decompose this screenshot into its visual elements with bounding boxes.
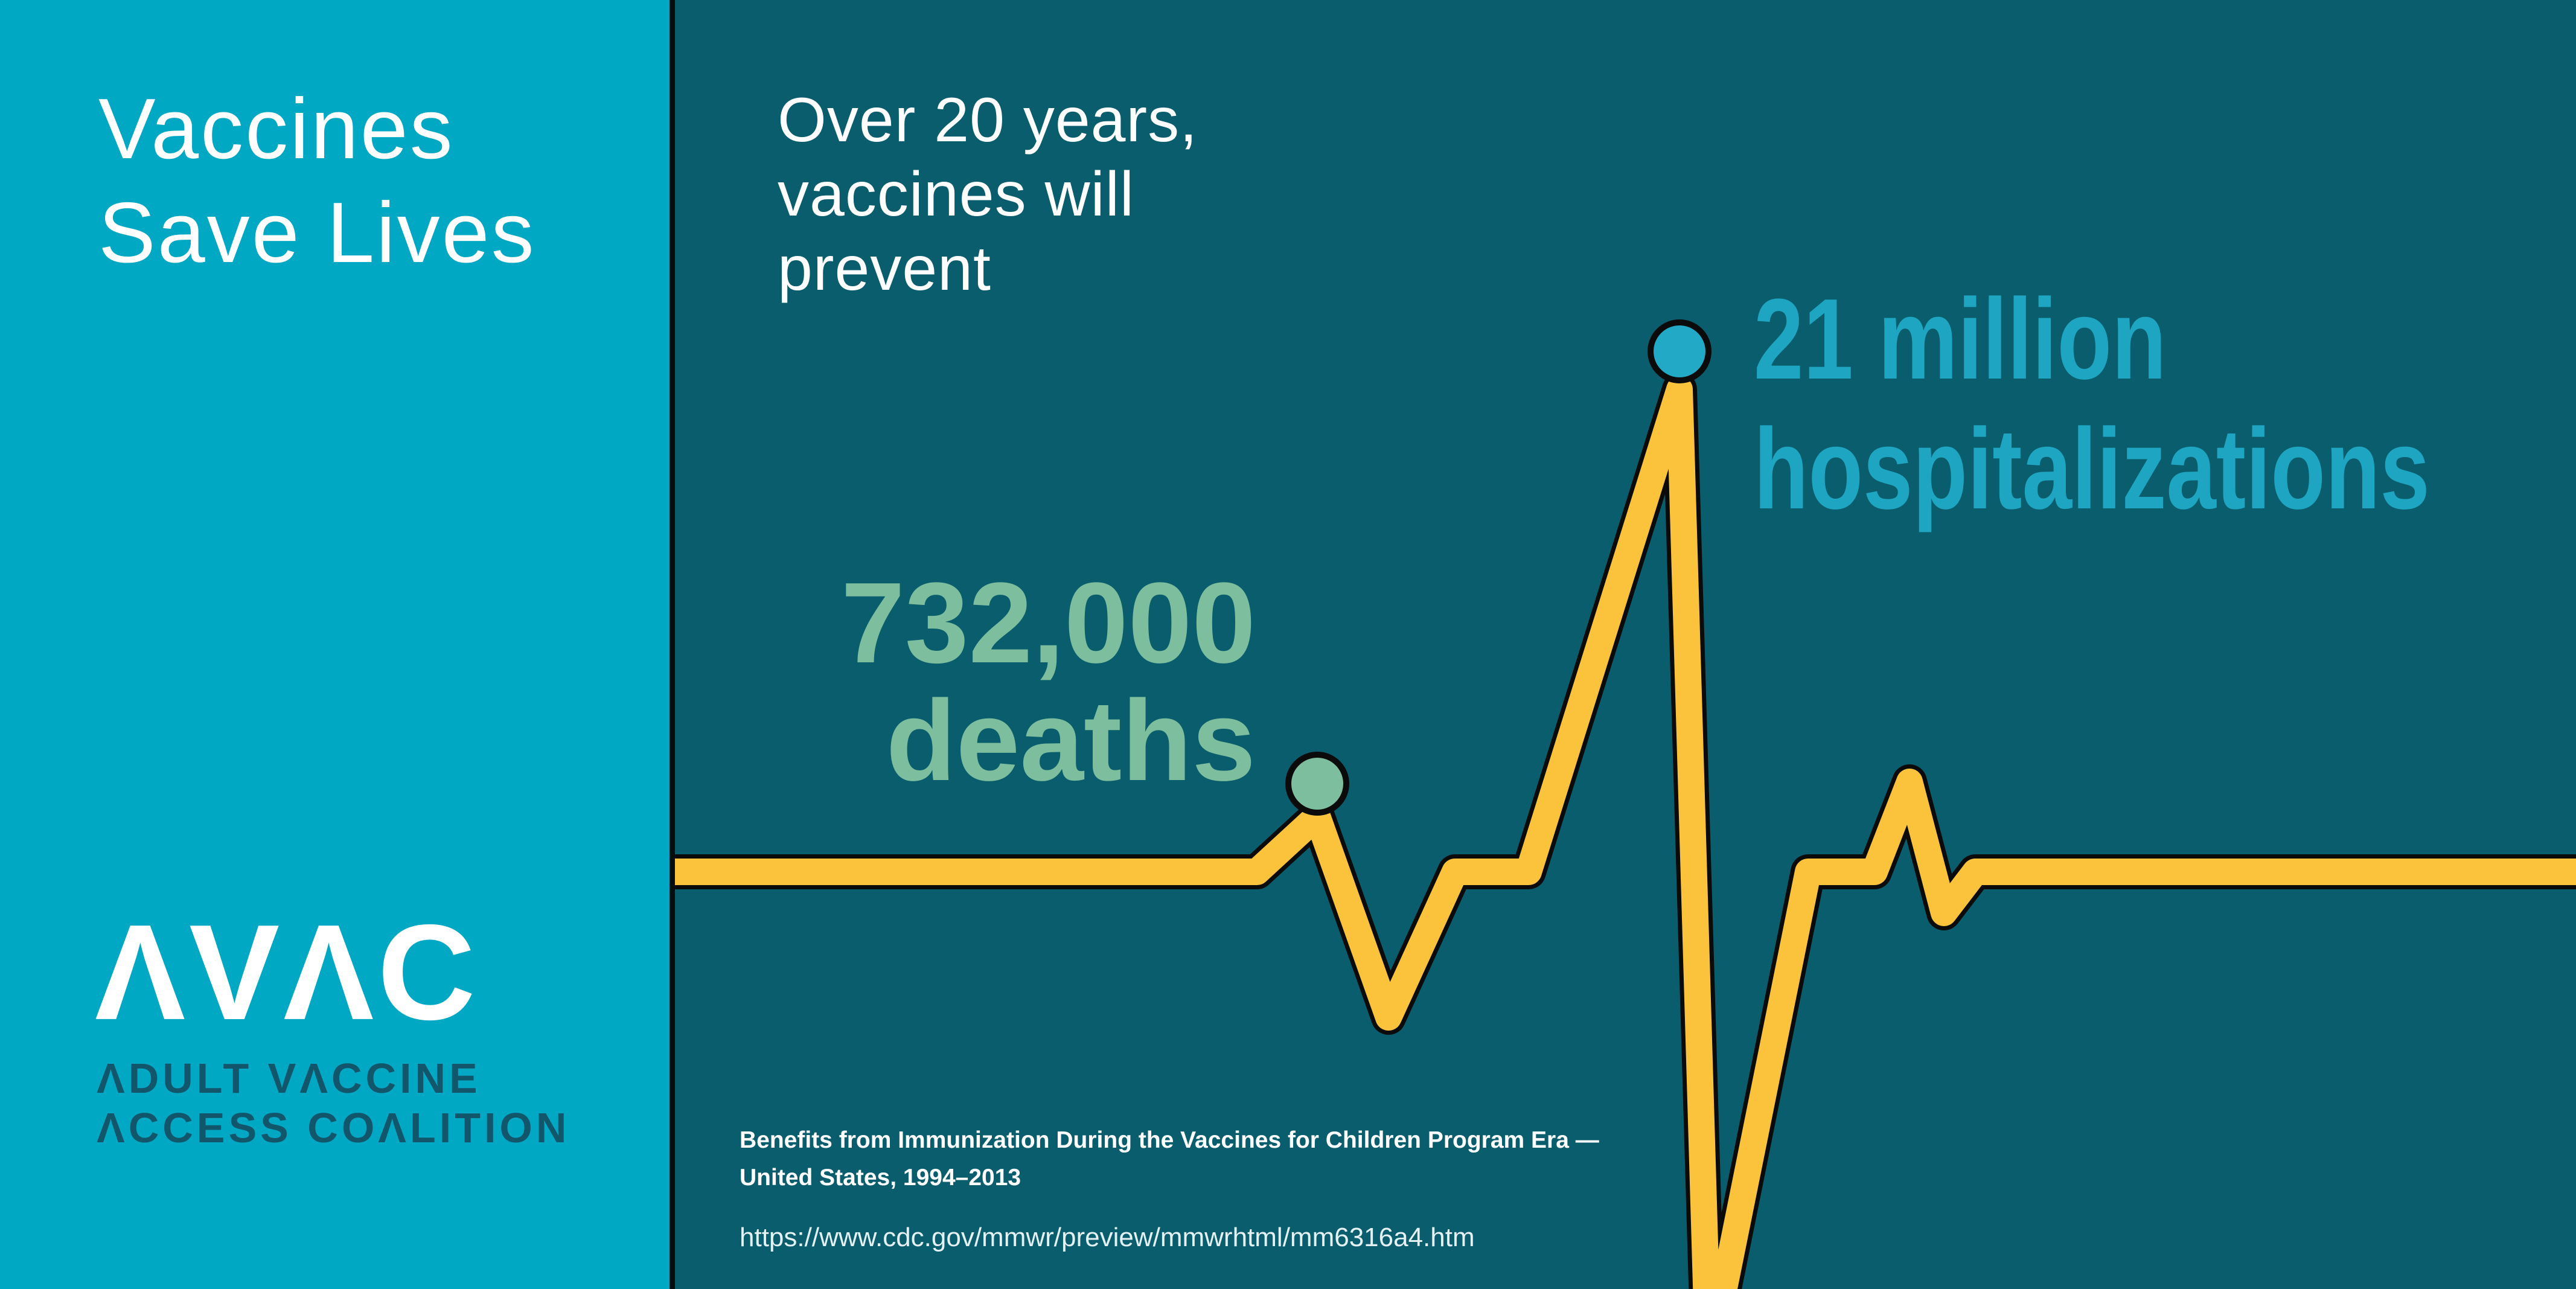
intro-line1: Over 20 years,: [778, 85, 1198, 155]
intro-text: Over 20 years, vaccines will prevent: [778, 83, 1198, 306]
avac-logo-acronym: ΛVΛC: [95, 896, 479, 1048]
sidebar: Vaccines Save Lives ΛVΛC ΛDULT VΛCCINE Λ…: [0, 0, 670, 1289]
citation: Benefits from Immunization During the Va…: [740, 1122, 1599, 1253]
sidebar-divider: [670, 0, 675, 1289]
citation-url: https://www.cdc.gov/mmwr/preview/mmwrhtm…: [740, 1223, 1475, 1252]
hospitalizations-marker-dot: [1648, 319, 1711, 383]
citation-title: Benefits from Immunization During the Va…: [740, 1122, 1599, 1197]
stat-hospitalizations-label: hospitalizations: [1754, 405, 2430, 533]
avac-logo: ΛVΛC ΛDULT VΛCCINE ΛCCESS COΛLITION: [95, 904, 570, 1153]
deaths-marker-dot: [1285, 752, 1349, 816]
page-title-line2: Save Lives: [98, 185, 536, 281]
stat-deaths-value: 732,000: [841, 559, 1256, 687]
citation-title-line2: United States, 1994–2013: [740, 1165, 1021, 1191]
avac-logo-name-line1: ΛDULT VΛCCINE: [97, 1055, 481, 1102]
stat-deaths-label: deaths: [886, 677, 1256, 805]
page-title-line1: Vaccines: [98, 81, 455, 177]
stat-hospitalizations-value: 21 million: [1754, 275, 2167, 403]
intro-line2: vaccines will: [778, 159, 1134, 229]
citation-title-line1: Benefits from Immunization During the Va…: [740, 1127, 1599, 1153]
page-title: Vaccines Save Lives: [98, 77, 536, 285]
stat-deaths: 732,000 deaths: [724, 565, 1256, 800]
stat-hospitalizations: 21 million hospitalizations: [1754, 275, 2430, 534]
intro-line3: prevent: [778, 234, 991, 304]
avac-logo-name: ΛDULT VΛCCINE ΛCCESS COΛLITION: [97, 1054, 570, 1153]
avac-logo-name-line2: ΛCCESS COΛLITION: [97, 1104, 570, 1151]
ekg-line-yellow: [0, 376, 2576, 1289]
